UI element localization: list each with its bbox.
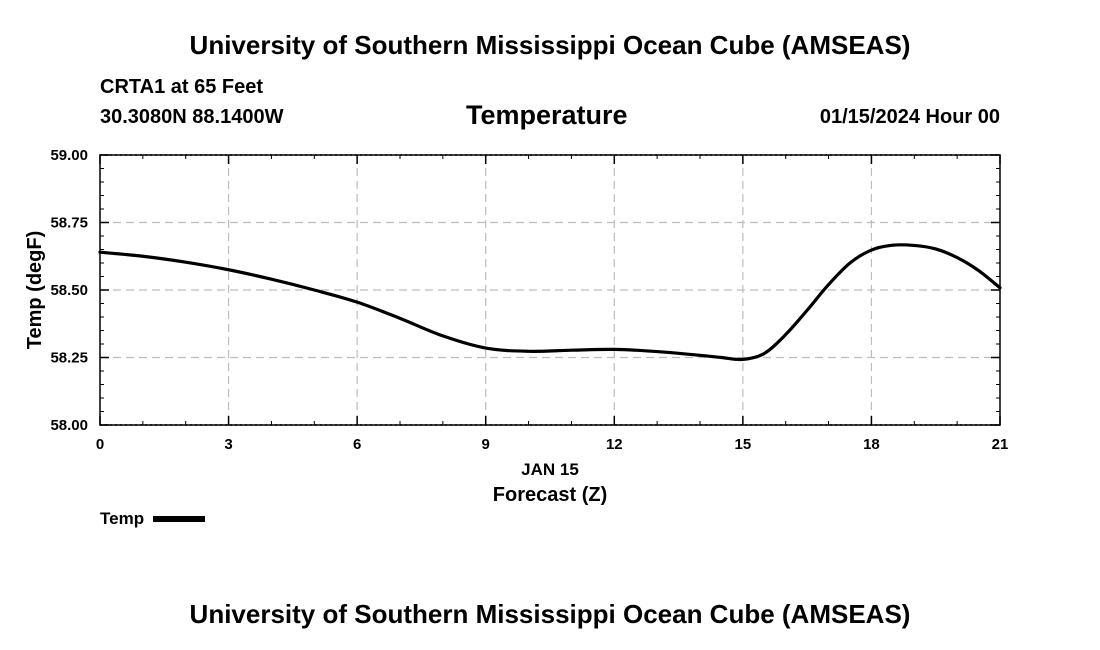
series-line-temp: [98, 243, 1002, 362]
y-tick-labels: 58.00 58.25 58.50 58.75 59.00: [50, 147, 88, 434]
y-tick-label: 58.50: [50, 282, 88, 299]
y-tick-label: 58.75: [50, 215, 88, 232]
series-lines: [98, 243, 1002, 362]
x-tick-label: 15: [735, 436, 752, 453]
grid-lines: [100, 154, 1000, 426]
x-tick-labels: 0 3 6 9 12 15 18 21: [96, 436, 1009, 453]
legend-line-swatch: [153, 516, 206, 522]
y-axis-label: Temp (degF): [24, 231, 46, 350]
x-tick-label: 9: [482, 436, 490, 453]
legend-label: Temp: [100, 509, 145, 528]
forecast-datetime: 01/15/2024 Hour 00: [819, 106, 1000, 128]
coordinates-label: 30.3080N 88.1400W: [100, 106, 284, 128]
x-tick-label: 18: [863, 436, 880, 453]
y-tick-label: 58.00: [50, 417, 88, 434]
x-tick-label: 21: [992, 436, 1009, 453]
station-label: CRTA1 at 65 Feet: [100, 76, 264, 98]
y-tick-label: 58.25: [50, 350, 88, 367]
y-tick-label: 59.00: [50, 147, 88, 164]
x-axis-label: Forecast (Z): [493, 484, 607, 506]
legend: Temp: [100, 509, 206, 529]
page-title: University of Southern Mississippi Ocean…: [189, 30, 911, 60]
plot-frame: [99, 154, 1001, 426]
x-date-label: JAN 15: [521, 460, 579, 479]
x-tick-label: 3: [224, 436, 232, 453]
x-tick-label: 6: [353, 436, 361, 453]
x-tick-label: 0: [96, 436, 104, 453]
footer-title: University of Southern Mississippi Ocean…: [189, 599, 911, 629]
chart-title: Temperature: [466, 100, 628, 130]
x-tick-label: 12: [606, 436, 623, 453]
